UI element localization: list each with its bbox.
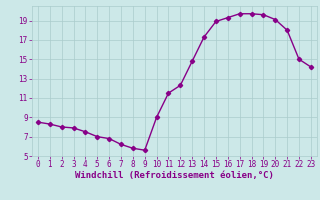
X-axis label: Windchill (Refroidissement éolien,°C): Windchill (Refroidissement éolien,°C) bbox=[75, 171, 274, 180]
